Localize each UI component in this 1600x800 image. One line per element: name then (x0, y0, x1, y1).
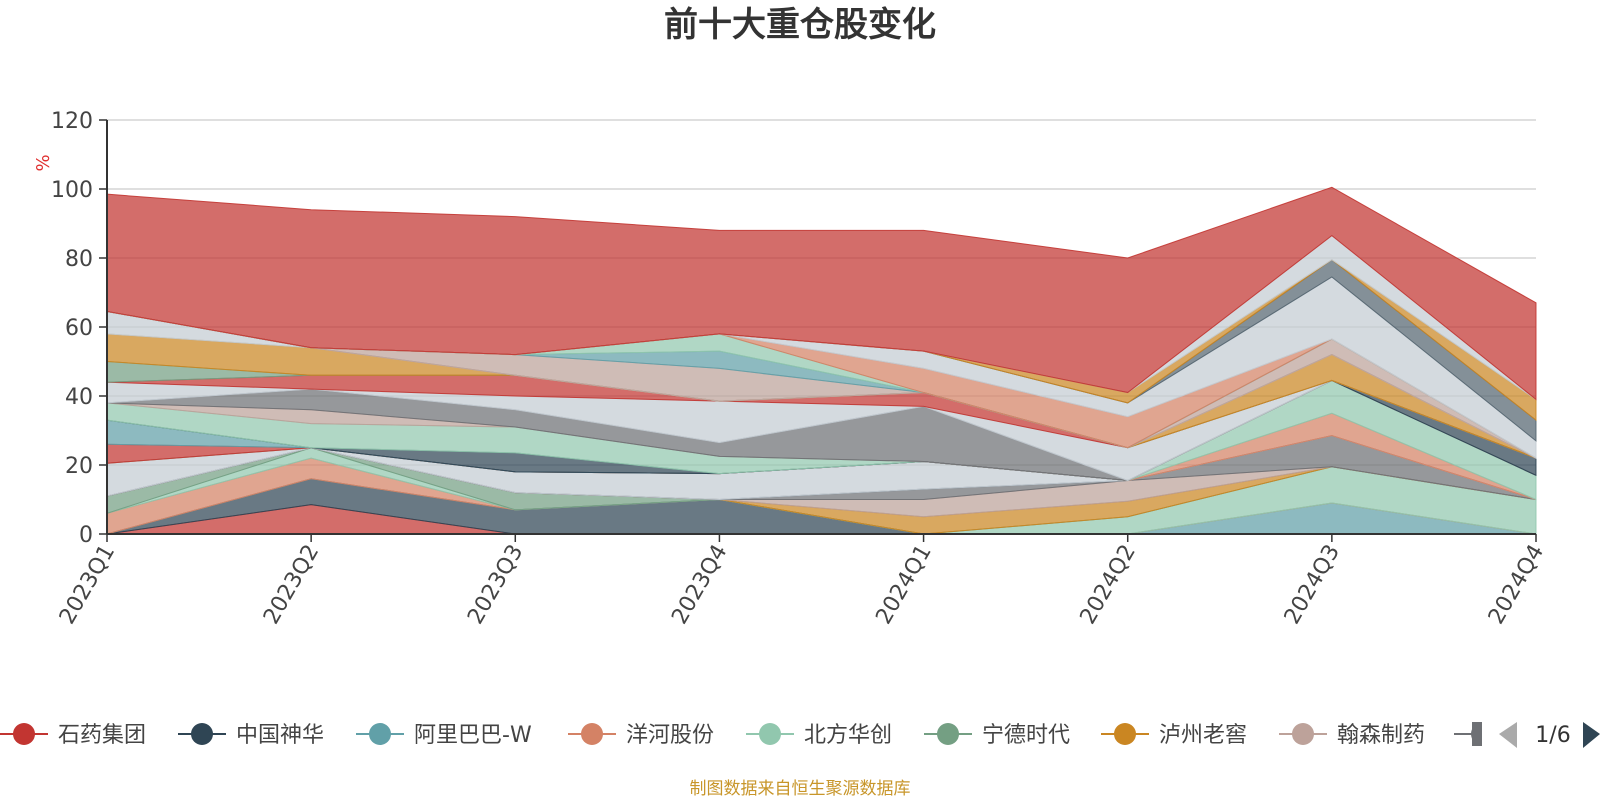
y-tick-label-40: 40 (65, 385, 93, 410)
chart-title: 前十大重仓股变化 (664, 5, 936, 45)
legend-marker-edge (1472, 722, 1482, 746)
legend-marker (191, 723, 213, 745)
legend-label: 石药集团 (58, 723, 146, 748)
y-axis-ticks: 0 20 40 60 80 100 120 (51, 109, 107, 548)
x-tick-label-2023Q2: 2023Q2 (259, 541, 324, 629)
legend-label: 泸州老窖 (1159, 723, 1247, 748)
legend-item-2[interactable]: 中国神华 (178, 723, 324, 748)
x-tick-label-2024Q3: 2024Q3 (1280, 541, 1345, 629)
legend-label: 阿里巴巴-W (414, 723, 532, 748)
legend-item-3[interactable]: 阿里巴巴-W (356, 723, 532, 748)
y-axis-unit-label: % (33, 154, 54, 171)
y-tick-label-20: 20 (65, 454, 93, 479)
y-tick-label-100: 100 (51, 178, 93, 203)
legend-next-page-icon[interactable] (1583, 722, 1600, 748)
legend-marker (937, 723, 959, 745)
y-tick-label-120: 120 (51, 109, 93, 134)
legend-marker (369, 723, 391, 745)
legend-label: 翰森制药 (1337, 723, 1425, 748)
y-tick-label-0: 0 (79, 523, 93, 548)
x-tick-label-2024Q2: 2024Q2 (1076, 541, 1141, 629)
area-series-33 (106, 186, 1537, 401)
legend-label: 宁德时代 (982, 723, 1070, 748)
legend-prev-page-icon[interactable] (1499, 722, 1517, 748)
x-tick-label-2023Q4: 2023Q4 (667, 541, 732, 629)
x-tick-label-2023Q3: 2023Q3 (463, 541, 528, 629)
y-tick-label-60: 60 (65, 316, 93, 341)
legend-item-4[interactable]: 洋河股份 (568, 723, 714, 748)
legend: 石药集团 中国神华 阿里巴巴-W 洋河股份 北方华创 宁德时代 泸州老窖 翰森制药 1/6 (0, 722, 1600, 748)
legend-item-8[interactable]: 翰森制药 (1279, 723, 1425, 748)
legend-label: 北方华创 (804, 723, 892, 748)
x-axis-ticks: 2023Q1 2023Q2 2023Q3 2023Q4 2024Q1 2024Q2 2024… (55, 534, 1549, 629)
source-note: 制图数据来自恒生聚源数据库 (690, 779, 911, 799)
legend-marker (13, 723, 35, 745)
legend-page-indicator: 1/6 (1535, 723, 1570, 748)
legend-item-1[interactable]: 石药集团 (0, 723, 146, 748)
x-tick-label-2024Q1: 2024Q1 (871, 541, 936, 629)
legend-marker (759, 723, 781, 745)
y-tick-label-80: 80 (65, 247, 93, 272)
legend-item-6[interactable]: 宁德时代 (924, 723, 1070, 748)
legend-marker (581, 723, 603, 745)
legend-marker (1292, 723, 1314, 745)
legend-label: 洋河股份 (626, 723, 714, 748)
legend-item-5[interactable]: 北方华创 (746, 723, 892, 748)
x-tick-label-2024Q4: 2024Q4 (1484, 541, 1549, 629)
legend-marker (1114, 723, 1136, 745)
area-series (106, 186, 1537, 535)
legend-item-7[interactable]: 泸州老窖 (1101, 723, 1247, 748)
legend-label: 中国神华 (236, 723, 324, 748)
x-tick-label-2023Q1: 2023Q1 (55, 541, 120, 629)
legend-item-partial[interactable] (1454, 722, 1482, 746)
